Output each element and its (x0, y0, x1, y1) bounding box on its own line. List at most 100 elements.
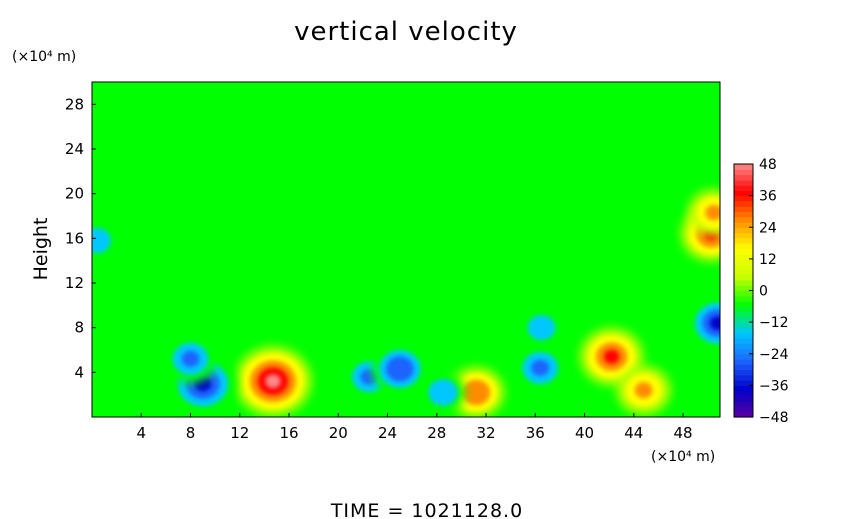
colorbar-band (734, 322, 753, 328)
heatmap-feature-contour (265, 374, 281, 389)
heatmap-features (92, 189, 720, 417)
x-tick-label: 48 (674, 424, 693, 442)
heatmap-feature-updraft (580, 328, 643, 386)
colorbar-band (734, 248, 753, 255)
colorbar-tick-label: 36 (759, 189, 777, 205)
colorbar-band (734, 264, 753, 271)
colorbar: 48 36 24 12 0 −12 −24 −36 −48 (733, 157, 789, 426)
y-tick-label: 28 (65, 95, 84, 113)
colorbar-band (734, 258, 753, 265)
colorbar-band (734, 200, 753, 207)
x-tick-label: 44 (624, 424, 643, 442)
heatmap-field (92, 82, 720, 417)
colorbar-band (734, 169, 753, 176)
y-axis-ticks: 4 8 12 16 20 24 28 (65, 95, 96, 381)
heatmap-feature-contour (603, 349, 620, 364)
heatmap-feature-updraft (688, 189, 720, 236)
y-tick-label: 16 (65, 229, 84, 247)
colorbar-band (734, 401, 753, 408)
colorbar-band (734, 390, 753, 397)
colorbar-band (734, 227, 753, 234)
colorbar-band (734, 369, 753, 376)
colorbar-band (734, 353, 753, 360)
colorbar-band (734, 211, 753, 218)
heatmap-feature-downdraft (513, 343, 567, 392)
x-tick-label: 12 (230, 424, 249, 442)
colorbar-band (734, 221, 753, 228)
colorbar-tick-label: 24 (759, 220, 777, 236)
heatmap-feature-updraft (448, 367, 505, 417)
colorbar-tick-label: −48 (759, 410, 789, 426)
y-tick-label: 4 (74, 363, 84, 381)
y-axis-unit: (×10⁴ m) (12, 49, 76, 65)
colorbar-bands (734, 164, 753, 418)
colorbar-band (734, 327, 753, 334)
colorbar-band (734, 364, 753, 371)
y-tick-label: 12 (65, 274, 84, 292)
colorbar-band (734, 290, 753, 297)
x-tick-label: 36 (526, 424, 545, 442)
colorbar-band (734, 380, 753, 386)
heatmap-feature-contour (92, 234, 104, 247)
heatmap-feature-contour (534, 321, 549, 334)
heatmap-feature-contour (634, 382, 653, 399)
colorbar-band (734, 243, 753, 249)
colorbar-tick-label: −12 (759, 315, 789, 331)
colorbar-tick-label: −24 (759, 347, 789, 363)
x-tick-label: 40 (575, 424, 594, 442)
colorbar-band (734, 316, 753, 323)
y-tick-label: 24 (65, 140, 84, 158)
colorbar-band (734, 206, 753, 213)
colorbar-band (734, 348, 753, 355)
x-tick-label: 4 (136, 424, 146, 442)
colorbar-band (734, 190, 753, 197)
x-tick-label: 24 (378, 424, 397, 442)
colorbar-band (734, 195, 753, 202)
colorbar-band (734, 337, 753, 344)
chart-title: vertical velocity (294, 17, 518, 47)
colorbar-ticks: 48 36 24 12 0 −12 −24 −36 −48 (749, 157, 789, 426)
colorbar-band (734, 395, 753, 402)
colorbar-tick-label: 0 (759, 284, 768, 300)
heatmap-feature-downdraft (420, 372, 465, 413)
colorbar-band (734, 343, 753, 350)
heatmap-feature-contour (705, 204, 720, 221)
heatmap-feature-downdraft (163, 334, 218, 384)
colorbar-tick-label: 48 (759, 157, 777, 173)
colorbar-band (734, 164, 753, 170)
x-tick-label: 20 (329, 424, 348, 442)
heatmap-feature-updraft (234, 346, 312, 416)
y-axis-label: Height (30, 218, 52, 281)
heatmap-feature-contour (181, 350, 200, 367)
colorbar-band (734, 295, 753, 302)
time-label: TIME = 1021128.0 (330, 500, 523, 519)
heatmap-feature-contour (469, 386, 484, 399)
heatmap-feature-downdraft (520, 308, 563, 347)
heatmap-feature-updraft (616, 366, 671, 415)
colorbar-band (734, 179, 753, 186)
colorbar-band (734, 406, 753, 413)
colorbar-band (734, 237, 753, 244)
colorbar-band (734, 274, 753, 281)
heatmap-feature-downdraft (372, 343, 428, 395)
colorbar-band (734, 253, 753, 260)
heatmap-feature-contour (531, 359, 550, 376)
colorbar-band (734, 216, 753, 223)
colorbar-band (734, 174, 753, 181)
plot-frame (91, 81, 721, 418)
heatmap-feature-contour (710, 316, 720, 331)
colorbar-band (734, 411, 753, 418)
colorbar-band (734, 279, 753, 286)
colorbar-band (734, 385, 753, 392)
colorbar-band (734, 332, 753, 339)
y-tick-label: 8 (74, 319, 84, 337)
heatmap-feature-downdraft (92, 221, 118, 260)
colorbar-band (734, 185, 753, 191)
x-tick-label: 16 (279, 424, 298, 442)
x-axis-unit: (×10⁴ m) (651, 449, 715, 465)
colorbar-band (734, 359, 753, 365)
colorbar-band (734, 269, 753, 276)
colorbar-band (734, 306, 753, 313)
x-tick-label: 32 (476, 424, 495, 442)
